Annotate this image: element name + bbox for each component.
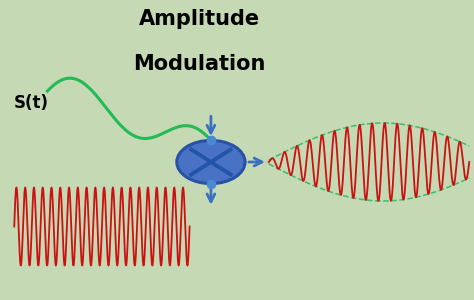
Text: Amplitude: Amplitude	[138, 9, 260, 29]
Text: S(t): S(t)	[14, 94, 49, 112]
Circle shape	[177, 140, 245, 184]
Text: Modulation: Modulation	[133, 54, 265, 74]
